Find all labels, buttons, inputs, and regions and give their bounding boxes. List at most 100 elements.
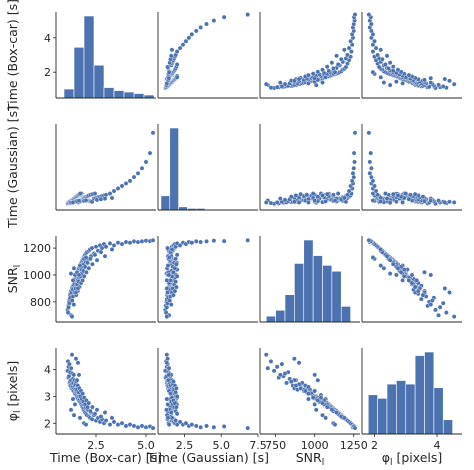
- x-tick-label: 2.5: [176, 439, 194, 452]
- scatter-point: [172, 400, 178, 406]
- scatter-point: [383, 191, 388, 196]
- scatter-point: [320, 67, 325, 73]
- scatter-point: [422, 269, 427, 275]
- histogram-bar: [303, 239, 314, 323]
- histogram-bar: [133, 93, 145, 99]
- scatter-point: [366, 12, 372, 17]
- scatter-point: [370, 197, 376, 203]
- scatter-point: [370, 49, 376, 54]
- scatter-point: [127, 422, 133, 427]
- scatter-point: [282, 197, 288, 203]
- scatter-point: [422, 77, 427, 83]
- scatter-point: [428, 272, 434, 278]
- scatter-point: [331, 192, 336, 198]
- scatter-point: [406, 277, 412, 283]
- scatter-point: [428, 80, 434, 86]
- scatter-point: [164, 277, 170, 283]
- scatter-point: [143, 159, 149, 165]
- x-axis-label-3: SNRl: [296, 450, 325, 468]
- scatter-point: [406, 196, 412, 202]
- scatter-point: [442, 200, 448, 205]
- scatter-point: [85, 260, 91, 266]
- scatter-point: [164, 286, 170, 291]
- scatter-point: [221, 424, 227, 429]
- y-axis-label-4-sub: l: [13, 411, 23, 414]
- scatter-point: [89, 245, 95, 251]
- scatter-point: [86, 400, 92, 406]
- scatter-point: [189, 240, 195, 246]
- scatter-point: [166, 255, 172, 260]
- scatter-point: [271, 368, 277, 374]
- scatter-point: [198, 424, 204, 430]
- scatter-point: [350, 170, 356, 176]
- scatter-point: [373, 188, 379, 194]
- scatter-point: [352, 425, 358, 431]
- scatter-point: [76, 198, 82, 204]
- scatter-point: [393, 272, 399, 278]
- scatter-point: [171, 292, 176, 298]
- histogram-bar: [377, 398, 388, 435]
- scatter-point: [135, 170, 141, 176]
- panel-r3-c1: [55, 236, 156, 323]
- scatter-point: [166, 69, 172, 75]
- x-tick-label: 7.5: [249, 439, 267, 452]
- scatter-point: [169, 247, 175, 252]
- scatter-point: [274, 84, 280, 90]
- scatter-point: [293, 383, 299, 389]
- scatter-point: [274, 200, 280, 205]
- scatter-point: [366, 130, 372, 136]
- scatter-point: [375, 52, 381, 58]
- x-tick-label: 750: [265, 439, 286, 452]
- scatter-point: [412, 191, 418, 197]
- scatter-point: [428, 302, 434, 307]
- scatter-point: [378, 247, 384, 252]
- scatter-point: [186, 35, 192, 41]
- scatter-point: [94, 407, 100, 413]
- panel-r4-c2: [157, 348, 258, 435]
- scatter-point: [395, 265, 401, 271]
- y-axis-label-1: Time (Box-car) [s]: [5, 0, 20, 112]
- scatter-point: [173, 385, 179, 391]
- scatter-point: [65, 310, 71, 315]
- scatter-point: [401, 273, 407, 279]
- scatter-point: [166, 365, 172, 371]
- scatter-point: [442, 286, 448, 291]
- scatter-point: [383, 62, 388, 67]
- scatter-point: [90, 404, 95, 410]
- scatter-point: [76, 272, 82, 278]
- scatter-point: [368, 165, 374, 171]
- scatter-point: [135, 424, 141, 430]
- scatter-point: [98, 249, 104, 255]
- scatter-point: [173, 418, 179, 423]
- scatter-point: [310, 71, 316, 77]
- scatter-point: [70, 200, 76, 205]
- scatter-point: [177, 243, 183, 248]
- scatter-point: [168, 53, 174, 59]
- scatter-point: [107, 240, 113, 246]
- scatter-point: [310, 191, 316, 196]
- scatter-point: [312, 372, 318, 378]
- scatter-point: [211, 18, 217, 23]
- scatter-point: [451, 200, 457, 205]
- x-axis-label-2-main: Time (Gaussian) [s]: [146, 450, 269, 465]
- scatter-point: [348, 38, 354, 44]
- scatter-point: [293, 193, 299, 198]
- scatter-point: [174, 62, 180, 67]
- scatter-point: [323, 415, 329, 421]
- scatter-point: [296, 200, 302, 205]
- scatter-point: [174, 393, 180, 399]
- scatter-point: [277, 80, 283, 86]
- scatter-point: [263, 200, 269, 205]
- x-tick-label: 4: [434, 439, 441, 452]
- scatter-point: [168, 410, 174, 415]
- histogram-bar: [113, 90, 125, 99]
- x-axis-label-1: Time (Box-car) [s]: [49, 450, 162, 465]
- panel-r4-c4: [361, 348, 462, 435]
- scatter-point: [312, 388, 318, 394]
- scatter-point: [390, 191, 396, 197]
- scatter-point: [72, 402, 78, 407]
- scatter-point: [211, 424, 217, 430]
- histogram-bar: [275, 309, 286, 323]
- scatter-point: [334, 410, 339, 415]
- scatter-point: [174, 273, 180, 279]
